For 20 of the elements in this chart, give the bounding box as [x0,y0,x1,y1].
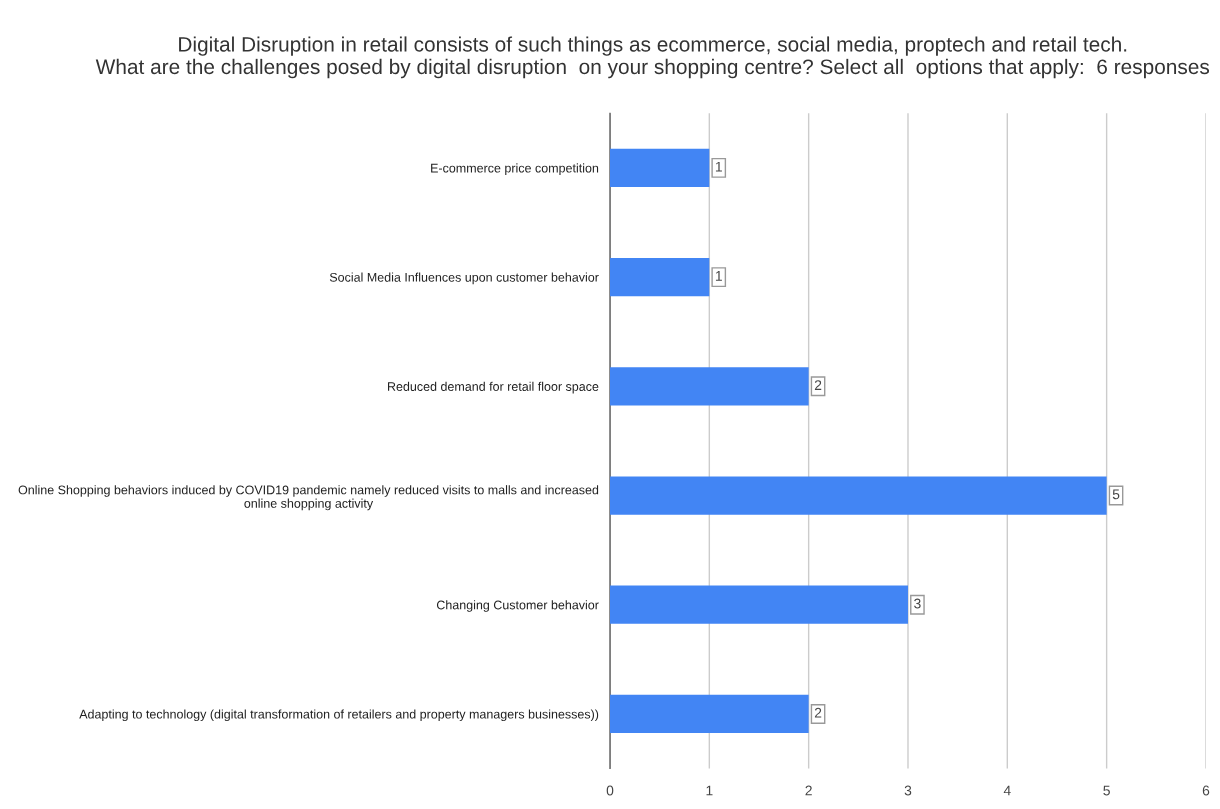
x-tick-label: 3 [904,785,912,796]
y-tick-label: Social Media Influences upon customer behavior [329,272,599,285]
x-tick-label: 6 [1202,785,1210,796]
y-tick-label: E-commerce price competition [431,163,599,175]
x-tick-label: 5 [1103,785,1110,796]
x-tick-label: 1 [706,785,713,796]
y-tick-label: Reduced demand for retail floor space [388,381,599,394]
data-label: 2 [814,707,822,718]
x-tick-label: 4 [1003,785,1011,796]
y-tick-label: Adapting to technology (digital transformation of retailers and property managers businesses)) [79,709,599,722]
chart-title: Digital Disruption in retail consists of such things as ecommerce, social media, proptech and retail tech. What are the challenges posed by digital disruption on your shopping centre? Select all options that apply: 6 responses [95,36,1210,79]
data-label: 1 [715,271,722,281]
data-label: 2 [814,380,822,390]
data-label: 5 [1112,489,1120,500]
x-tick-label: 0 [606,785,614,796]
y-tick-label: Online Shopping behaviors induced by COVID19 pandemic namely reduced visits to malls and increased online shopping activity [18,485,599,511]
y-tick-label: Changing Customer behavior [436,600,599,612]
x-tick-label: 2 [805,785,812,796]
data-label: 3 [914,598,921,609]
data-label: 1 [715,161,722,172]
